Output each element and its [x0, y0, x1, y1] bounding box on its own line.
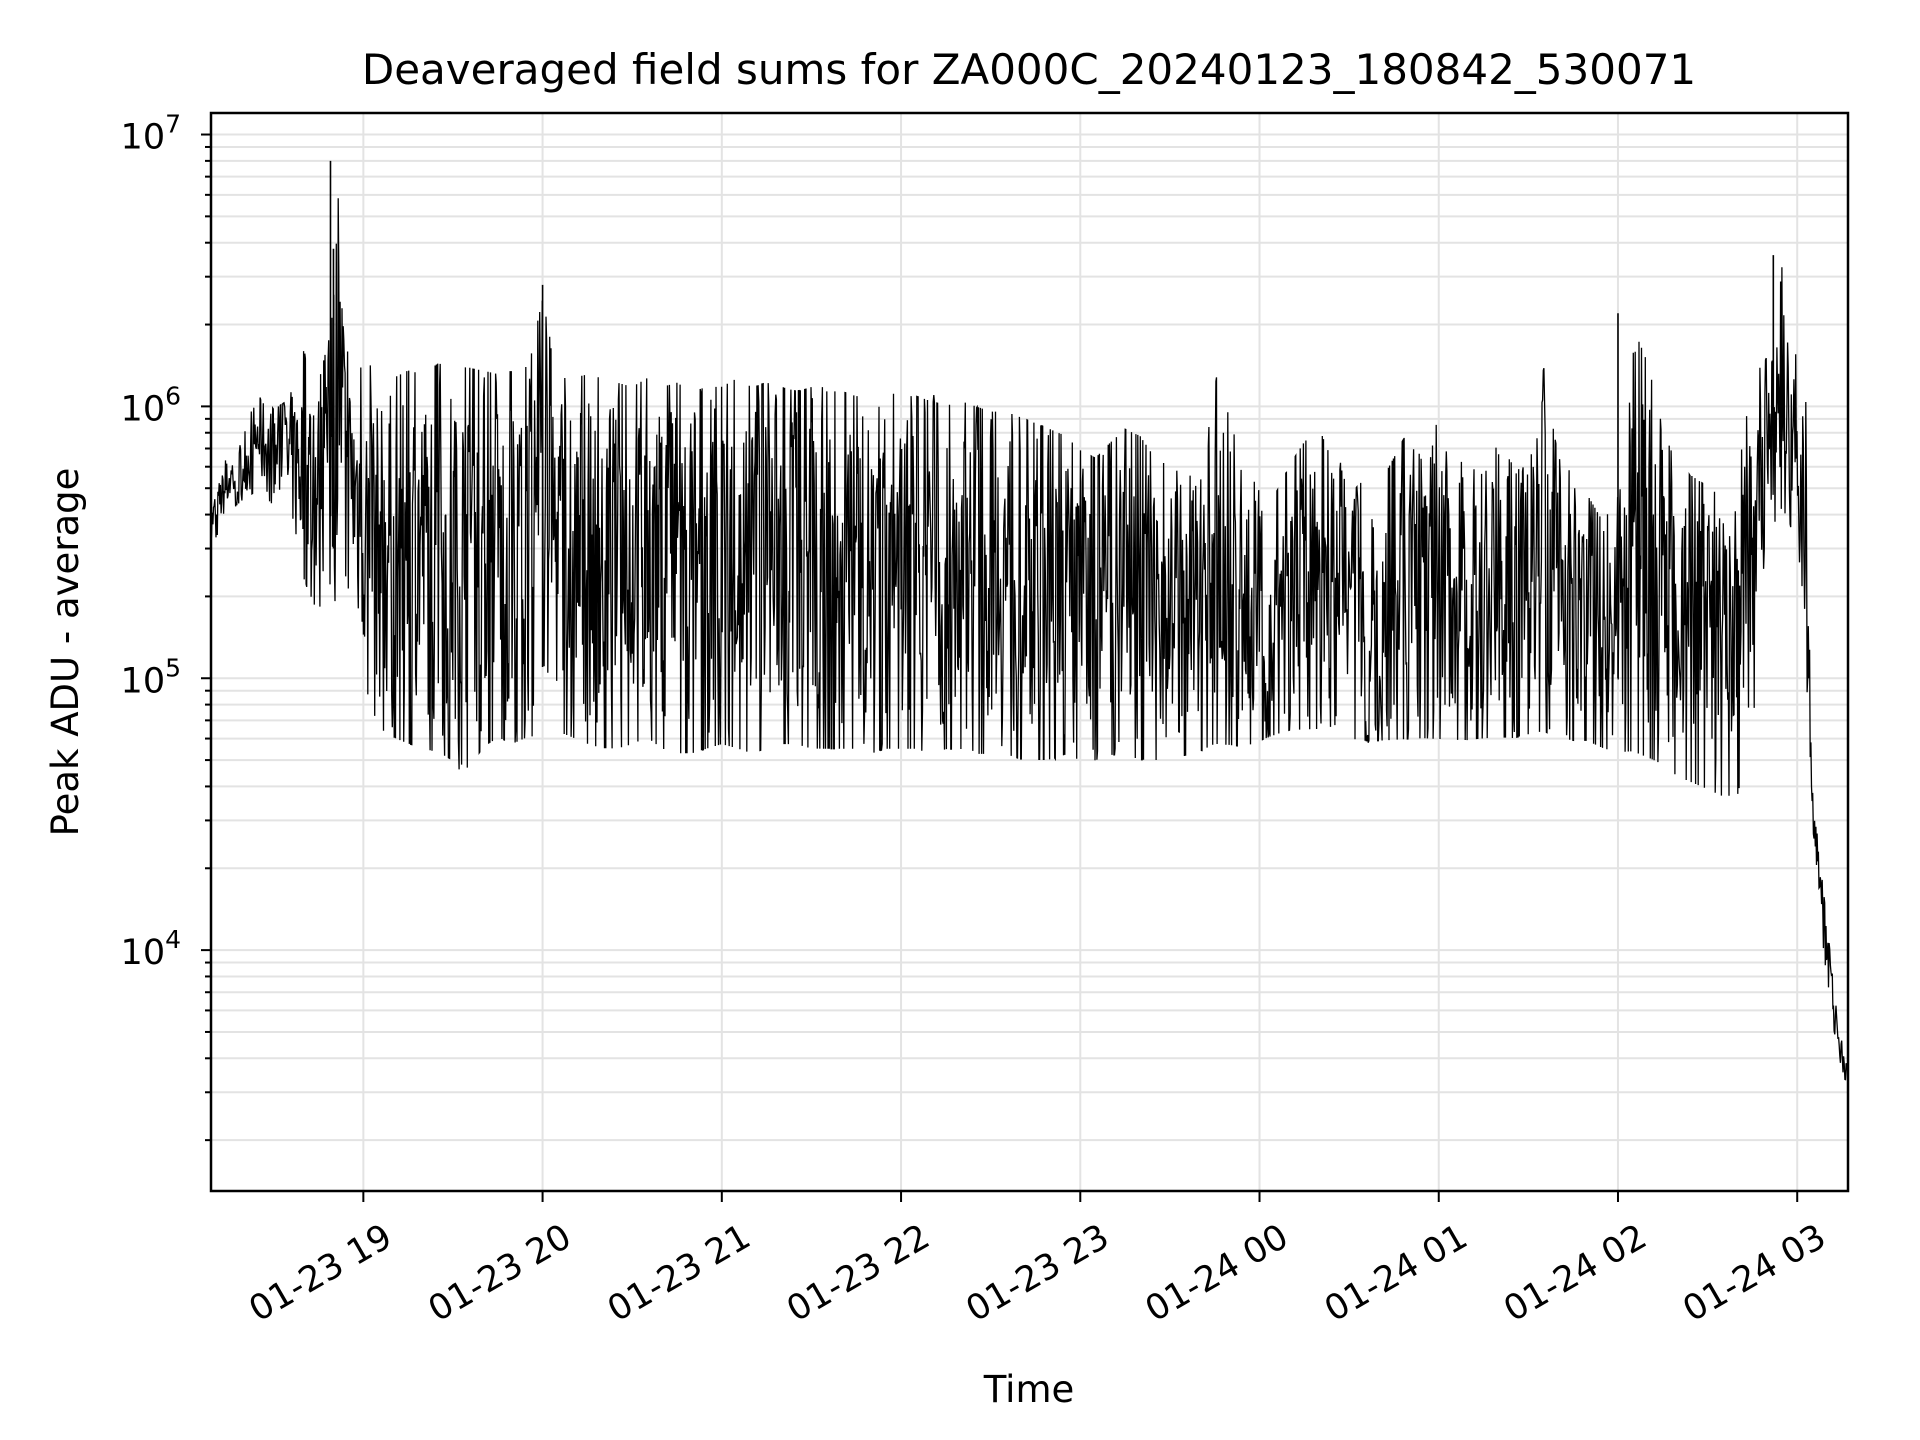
x-axis-label: Time — [983, 1368, 1075, 1411]
chart-title: Deaveraged field sums for ZA000C_2024012… — [362, 45, 1696, 94]
series-line — [210, 198, 1849, 1092]
plot-frame — [209, 111, 1850, 1193]
y-tick-label: 106 — [121, 381, 181, 429]
y-tick-label: 104 — [121, 925, 181, 973]
y-axis: 104 105 106 107 — [121, 110, 211, 1142]
y-tick-label: 105 — [121, 653, 181, 701]
y-axis-label: Peak ADU - average — [44, 468, 87, 837]
plot-area — [210, 160, 1849, 1092]
y-tick-label: 107 — [121, 110, 181, 158]
